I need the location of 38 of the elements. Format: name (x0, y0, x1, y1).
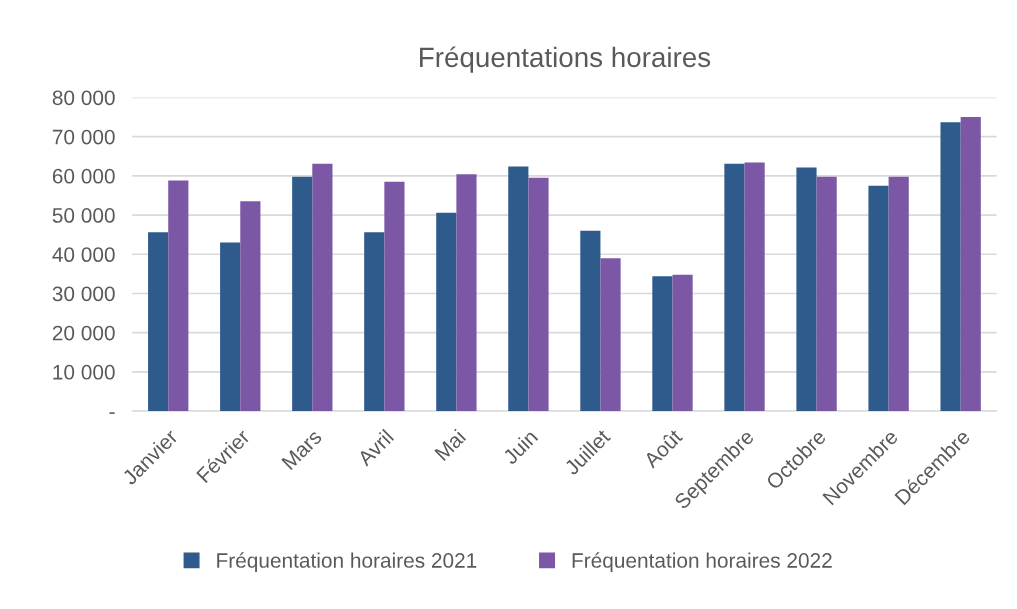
bar (816, 176, 837, 412)
bar (292, 176, 313, 412)
bar (672, 274, 693, 412)
y-tick-label: - (109, 412, 115, 414)
legend-label: Fréquentation horaires 2021 (217, 552, 477, 572)
y-tick-label: 80 000 (52, 90, 115, 106)
y-tick-label: 20 000 (52, 325, 115, 341)
bar (580, 230, 601, 412)
bar (436, 212, 457, 412)
bar (528, 177, 549, 412)
bar (240, 201, 261, 412)
bar (744, 162, 765, 412)
bar (868, 185, 889, 412)
bar (508, 166, 529, 412)
x-tick-label: Mai (433, 428, 467, 462)
bar (220, 242, 241, 412)
bar (364, 232, 385, 412)
bar (600, 258, 621, 412)
bar (652, 276, 673, 412)
bar (384, 181, 405, 412)
y-tick-label: 50 000 (52, 208, 115, 223)
bar (168, 180, 189, 412)
y-tick-label: 40 000 (52, 247, 115, 263)
x-tick-label: Juin (501, 428, 539, 466)
legend-label: Fréquentation horaires 2022 (572, 552, 832, 572)
bar (312, 163, 333, 412)
bar (724, 163, 745, 412)
bar (456, 174, 477, 412)
bar (148, 232, 169, 412)
y-tick-label: 30 000 (52, 286, 115, 302)
chart-title: Fréquentations horaires (420, 46, 711, 73)
bar (796, 167, 817, 412)
bar (960, 117, 981, 412)
bar (888, 176, 909, 412)
y-tick-label: 70 000 (52, 129, 115, 145)
y-tick-label: 10 000 (53, 364, 115, 380)
y-tick-label: 60 000 (52, 168, 115, 184)
bar (940, 122, 961, 412)
